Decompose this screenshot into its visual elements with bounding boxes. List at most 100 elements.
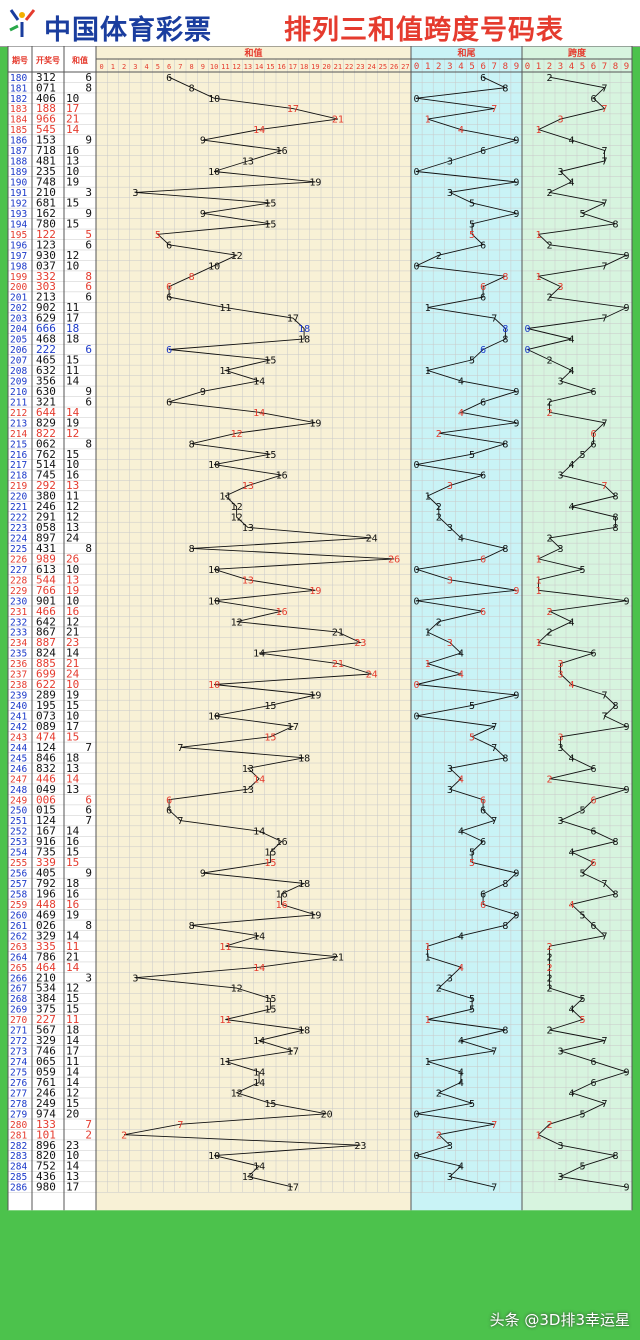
span-point: 2 (546, 984, 552, 995)
sum-cell: 17 (66, 102, 79, 115)
span-point: 3 (557, 670, 563, 681)
sum-axis-label: 10 (210, 63, 218, 71)
span-point: 3 (557, 544, 563, 555)
span-point: 8 (612, 1151, 618, 1162)
span-point: 7 (601, 104, 607, 115)
sum-point: 15 (264, 219, 276, 230)
sum-point: 6 (166, 806, 172, 817)
sum-point: 11 (219, 942, 231, 953)
tail-axis-label: 3 (447, 62, 452, 72)
sum-point: 11 (219, 1057, 231, 1068)
draw-cell: 465 (36, 354, 56, 367)
draw-cell: 642 (36, 615, 56, 628)
draw-cell: 188 (36, 102, 56, 115)
draw-cell: 431 (36, 542, 56, 555)
draw-cell: 699 (36, 668, 56, 681)
sum-cell: 14 (66, 825, 80, 838)
tail-point: 0 (414, 261, 420, 272)
span-axis-label: 4 (569, 62, 574, 72)
sum-cell: 13 (66, 155, 79, 168)
sum-point: 15 (264, 848, 276, 859)
sum-cell: 23 (66, 636, 79, 649)
sum-cell: 7 (85, 741, 92, 754)
sum-cell: 13 (66, 521, 79, 534)
tail-point: 2 (436, 984, 442, 995)
draw-cell: 832 (36, 762, 56, 775)
tail-point: 0 (414, 460, 420, 471)
sum-point: 7 (177, 816, 183, 827)
draw-cell: 291 (36, 511, 56, 524)
sum-cell: 14 (66, 961, 80, 974)
span-point: 5 (579, 994, 585, 1005)
lottery-logo-icon (9, 9, 36, 37)
draw-cell: 246 (36, 500, 56, 513)
sum-point: 6 (166, 240, 172, 251)
sum-point: 19 (309, 418, 321, 429)
draw-cell: 745 (36, 469, 56, 482)
draw-cell: 213 (36, 291, 56, 304)
span-point: 3 (557, 816, 563, 827)
tail-point: 1 (425, 303, 431, 314)
span-point: 3 (557, 1172, 563, 1183)
sum-cell: 16 (66, 144, 79, 157)
tail-point: 3 (447, 1141, 453, 1152)
span-point: 2 (546, 628, 552, 639)
tail-point: 1 (425, 366, 431, 377)
draw-cell: 469 (36, 908, 56, 921)
draw-cell: 162 (36, 207, 56, 220)
draw-cell: 329 (36, 1034, 56, 1047)
issue-cell: 197 (10, 251, 27, 262)
sum-point: 13 (242, 523, 254, 534)
issue-cell: 184 (10, 115, 27, 126)
sum-cell: 16 (66, 898, 79, 911)
span-point: 6 (590, 94, 596, 105)
span-point: 5 (579, 869, 585, 880)
sum-cell: 3 (85, 971, 92, 984)
draw-cell: 966 (36, 113, 56, 126)
span-point: 2 (546, 942, 552, 953)
span-point: 0 (524, 345, 530, 356)
tail-point: 6 (480, 607, 486, 618)
span-point: 8 (612, 219, 618, 230)
tail-point: 1 (425, 1015, 431, 1026)
sum-cell: 10 (66, 165, 79, 178)
issue-cell: 188 (10, 157, 27, 168)
issue-cell: 236 (10, 659, 27, 670)
span-point: 2 (546, 240, 552, 251)
sum-point: 24 (366, 534, 378, 545)
span-point: 2 (546, 607, 552, 618)
draw-cell: 339 (36, 856, 56, 869)
sum-cell: 11 (66, 1013, 79, 1026)
draw-cell: 644 (36, 406, 56, 419)
span-point: 2 (546, 293, 552, 304)
span-point: 1 (535, 554, 541, 565)
sum-cell: 19 (66, 908, 79, 921)
span-point: 2 (546, 534, 552, 545)
span-point: 7 (601, 931, 607, 942)
sum-point: 14 (253, 774, 265, 785)
sum-axis-label: 27 (401, 63, 409, 71)
draw-cell: 335 (36, 940, 56, 953)
issue-cell: 207 (10, 356, 27, 367)
sum-cell: 10 (66, 710, 79, 723)
tail-point: 6 (480, 345, 486, 356)
tail-point: 5 (469, 450, 475, 461)
sum-cell: 12 (66, 1086, 79, 1099)
tail-point: 9 (513, 586, 519, 597)
issue-cell: 209 (10, 376, 27, 387)
draw-cell: 312 (36, 71, 56, 84)
span-point: 2 (546, 188, 552, 199)
span-point: 3 (557, 1047, 563, 1058)
sum-point: 14 (253, 1067, 265, 1078)
tail-axis-label: 0 (414, 62, 419, 72)
span-point: 8 (612, 701, 618, 712)
tail-point: 6 (480, 282, 486, 293)
draw-cell: 887 (36, 636, 56, 649)
sum-cell: 12 (66, 615, 79, 628)
issue-cell: 281 (10, 1130, 27, 1141)
sum-point: 19 (309, 586, 321, 597)
draw-cell: 448 (36, 898, 56, 911)
draw-cell: 436 (36, 1170, 56, 1183)
draw-cell: 885 (36, 657, 56, 670)
sum-point: 13 (242, 764, 254, 775)
